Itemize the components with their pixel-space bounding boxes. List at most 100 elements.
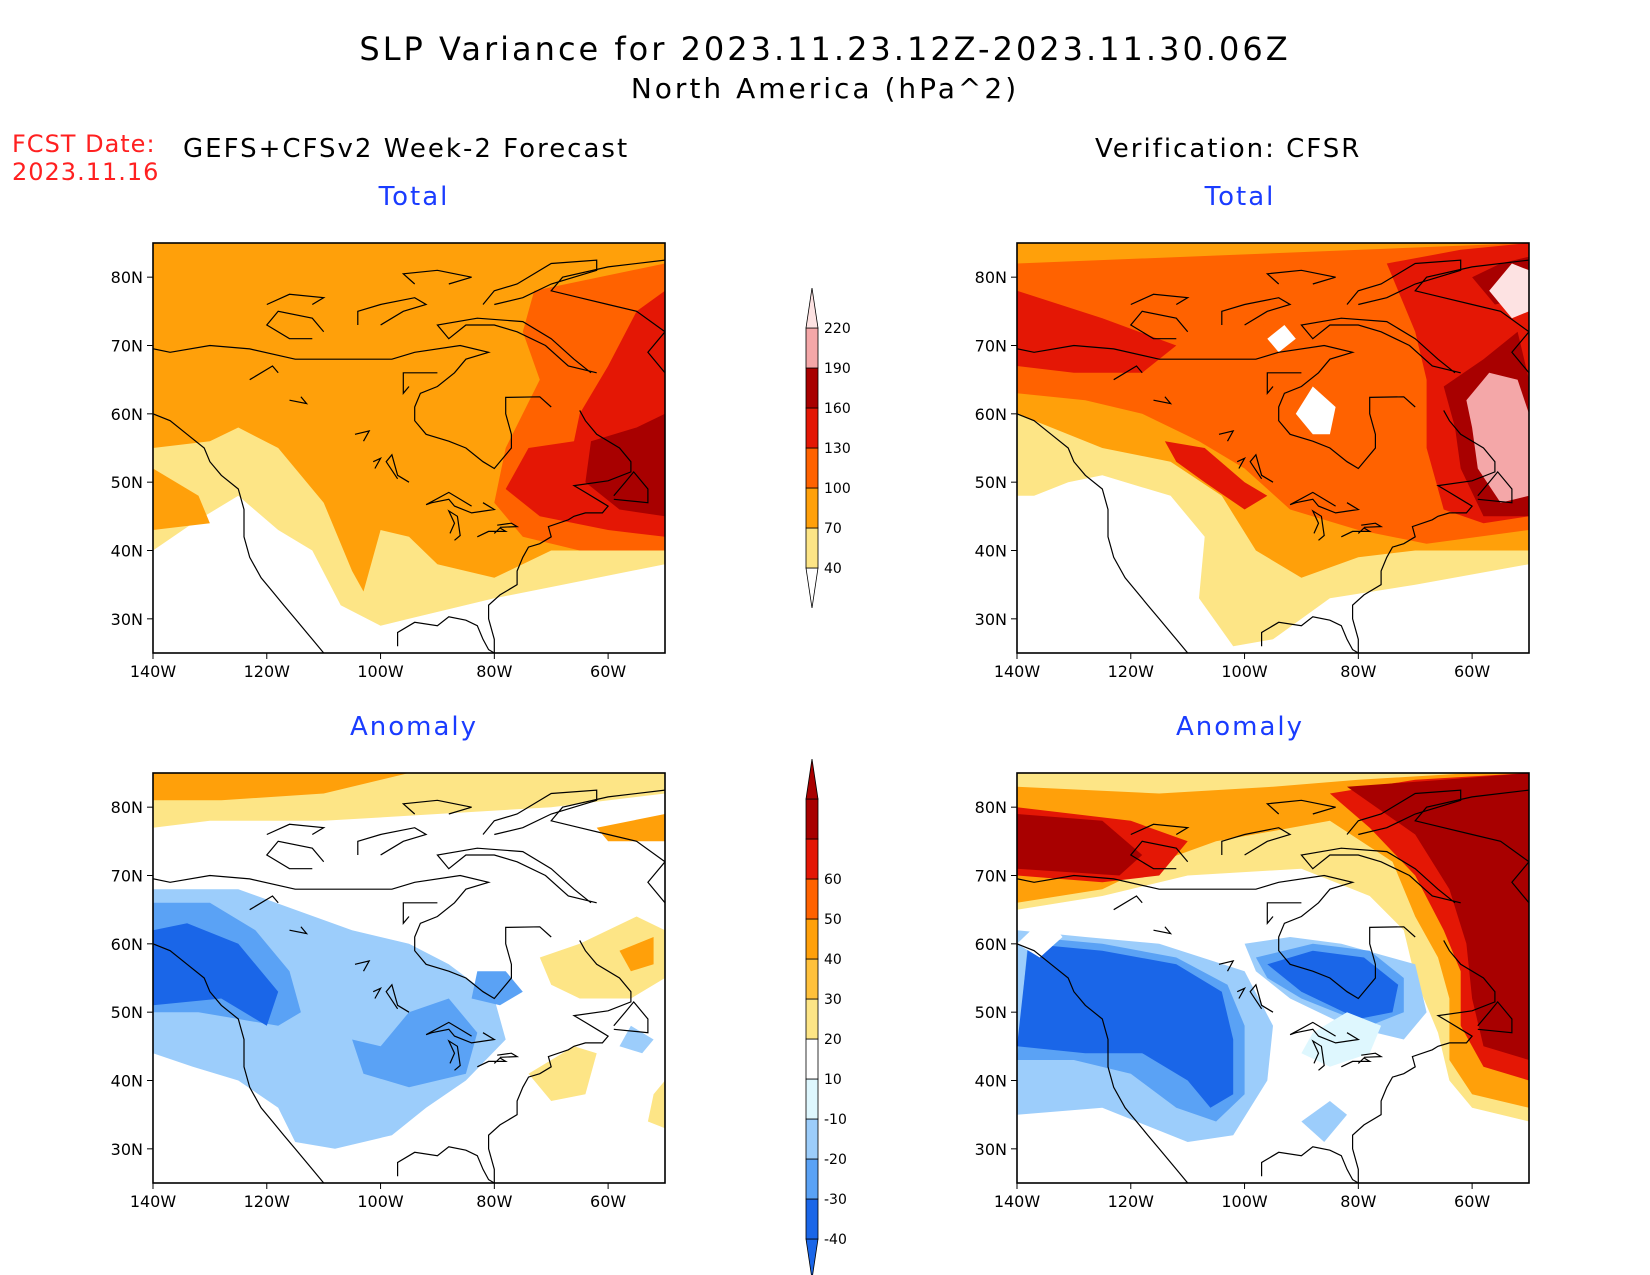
map-panel-forecast-total: 30N 40N 50N 60N 70N 80N 140W 120W 100W 80W 60W (111, 242, 666, 681)
lat-tick-label: 40N (975, 1072, 1007, 1091)
colorbar-label: 130 (824, 441, 851, 457)
coastline (482, 789, 598, 836)
colorbar-label: 10 (824, 1072, 842, 1088)
colorbar-label: -20 (824, 1152, 847, 1168)
lon-tick-label: 140W (994, 1192, 1041, 1211)
lon-tick-label: 100W (1221, 1192, 1268, 1211)
coastline (425, 491, 497, 514)
lat-tick-label: 80N (975, 268, 1007, 287)
coastline (1236, 986, 1247, 999)
lat-tick-label: 80N (111, 798, 143, 817)
shade-region (1489, 263, 1529, 319)
shade-region (1301, 1101, 1347, 1142)
colorbar-cell (805, 838, 819, 880)
lon-tick-label: 80W (476, 1192, 512, 1211)
lat-tick-label: 40N (111, 542, 143, 561)
coastline (153, 874, 552, 1000)
coastline (1130, 293, 1190, 306)
colorbar-cell (805, 407, 819, 449)
colorbar-cell (805, 1078, 819, 1120)
coastline (1249, 983, 1274, 1013)
coastline (372, 456, 383, 469)
coastline (1311, 509, 1325, 541)
coastline (266, 823, 326, 836)
colorbar-cell (805, 327, 819, 369)
colorbar-cell (805, 487, 819, 529)
coastline (1129, 840, 1189, 870)
shade-region (153, 923, 279, 1026)
coastline (1341, 527, 1372, 538)
coastline (402, 372, 438, 395)
colorbar-cell (805, 527, 819, 569)
coastline (385, 453, 410, 483)
verification-header: Verification: CFSR (1095, 134, 1362, 164)
lon-tick-label: 60W (590, 662, 626, 681)
coastline (357, 827, 428, 856)
shade-region (1267, 325, 1296, 353)
colorbar-cell (805, 567, 819, 609)
colorbar-cell (805, 918, 819, 960)
colorbar-label: 50 (824, 912, 842, 928)
coastline (249, 895, 279, 911)
lon-tick-label: 120W (244, 662, 291, 681)
colorbar-cell (805, 1238, 819, 1275)
coastline (397, 410, 632, 653)
coastline (1017, 943, 1189, 1183)
lon-tick-label: 80W (476, 662, 512, 681)
coastline (1289, 1021, 1361, 1044)
lat-tick-label: 70N (975, 867, 1007, 886)
lat-tick-label: 80N (111, 268, 143, 287)
shade-region (1017, 916, 1063, 958)
colorbar-cell (805, 1118, 819, 1160)
colorbar-label: 220 (824, 321, 851, 337)
shade-region (596, 814, 665, 842)
shade-region (1017, 243, 1529, 544)
coastline (1153, 396, 1173, 405)
lon-tick-label: 100W (1221, 662, 1268, 681)
coastline (1341, 1057, 1372, 1068)
colorbar-label: -30 (824, 1192, 847, 1208)
colorbar-label: 60 (824, 872, 842, 888)
lat-tick-label: 40N (975, 542, 1007, 561)
coastline (447, 1039, 461, 1071)
lat-tick-label: 40N (111, 1072, 143, 1091)
coastline (1361, 522, 1384, 528)
coastline (613, 1000, 649, 1034)
coastline (153, 413, 325, 653)
colorbar-cell (805, 1198, 819, 1240)
coastline (265, 310, 325, 340)
panel-title-verification-total: Total (1204, 182, 1276, 212)
shade-region (539, 916, 665, 999)
lon-tick-label: 100W (357, 662, 404, 681)
lat-tick-label: 70N (111, 337, 143, 356)
coastline (425, 1021, 497, 1044)
colorbar-label: 20 (824, 1032, 842, 1048)
colorbar-label: 70 (824, 521, 842, 537)
colorbar-label: -40 (824, 1232, 847, 1248)
coastline (153, 344, 552, 470)
panel-title-forecast-total: Total (378, 182, 450, 212)
coastline (1221, 297, 1292, 326)
coastline (613, 470, 649, 504)
coastline (1477, 1000, 1513, 1034)
colorbar-label: 190 (824, 361, 851, 377)
shade-region (619, 1025, 654, 1054)
coastline (497, 1052, 520, 1058)
coastline (1113, 895, 1143, 911)
coastline (1017, 344, 1416, 470)
coastline (265, 840, 325, 870)
colorbar-label: -10 (824, 1112, 847, 1128)
coastline (1153, 926, 1173, 935)
coastline (354, 959, 371, 972)
lat-tick-label: 50N (111, 1003, 143, 1022)
coastline (436, 317, 597, 374)
coastline (550, 259, 665, 407)
coastline (354, 429, 371, 442)
coastline (1218, 959, 1235, 972)
colorbar-total: 40 70 100 130 160 190 220 (805, 287, 851, 609)
panel-title-forecast-anomaly: Anomaly (349, 712, 479, 742)
shade-region (1164, 441, 1268, 510)
shade-region (153, 773, 409, 801)
coastline (1266, 372, 1302, 395)
